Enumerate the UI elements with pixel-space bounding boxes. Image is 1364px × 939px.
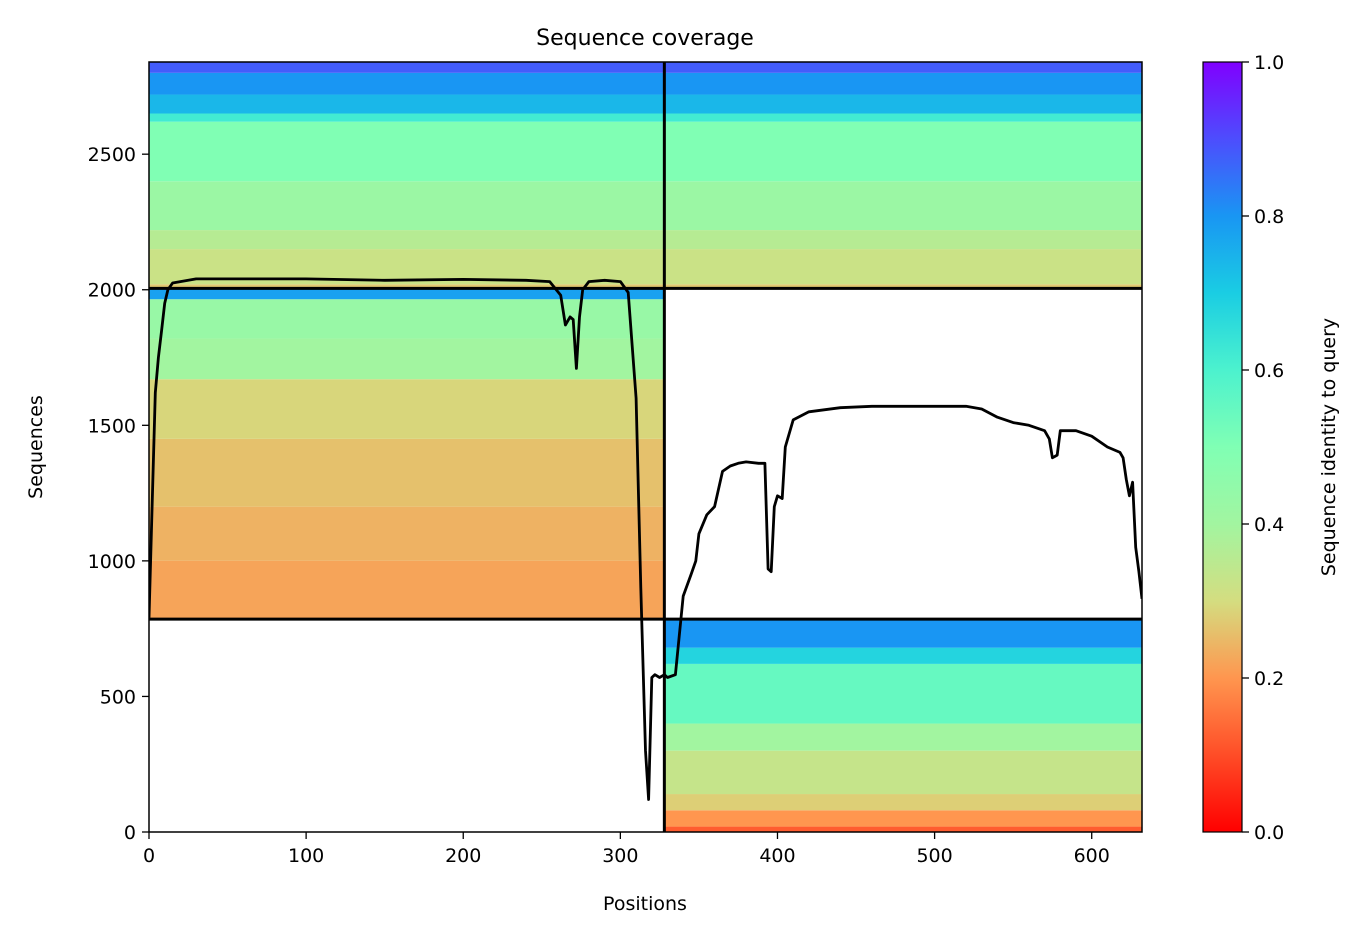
colorbar-tick-label: 0.2: [1254, 668, 1284, 690]
domain-boundaries: [149, 62, 1142, 832]
identity-band: [149, 113, 665, 122]
identity-band: [664, 72, 1142, 95]
colorbar-label: Sequence identity to query: [1318, 318, 1340, 576]
x-tick-label: 600: [1074, 845, 1110, 867]
coverage-line: [149, 277, 1142, 801]
identity-band: [149, 560, 665, 620]
colorbar-tick-label: 0.8: [1254, 206, 1284, 228]
x-axis-label: Positions: [603, 893, 687, 915]
identity-band: [149, 506, 665, 561]
chart-title: Sequence coverage: [536, 26, 754, 51]
y-tick-label: 0: [124, 822, 136, 844]
identity-band: [149, 230, 665, 250]
identity-band: [664, 121, 1142, 182]
identity-band: [664, 794, 1142, 811]
x-tick-label: 200: [445, 845, 481, 867]
identity-band: [149, 379, 665, 439]
identity-band: [664, 181, 1142, 231]
colorbar-gradient: [1202, 61, 1243, 833]
identity-band: [664, 249, 1142, 285]
y-tick-label: 1000: [88, 551, 136, 573]
identity-band: [149, 284, 665, 289]
colorbar-tick-label: 0.6: [1254, 360, 1284, 382]
colorbar-tick-label: 0.0: [1254, 822, 1284, 844]
colorbar-tick-label: 0.4: [1254, 514, 1284, 536]
y-axis: 0 500 1000 1500 2000 2500: [88, 144, 149, 844]
block-domain1-unpaired: [149, 288, 665, 620]
x-tick-label: 0: [143, 845, 155, 867]
x-axis: 0 100 200 300 400 500 600: [143, 832, 1110, 867]
x-tick-label: 400: [759, 845, 795, 867]
block-domain2-unpaired: [664, 619, 1142, 832]
identity-band: [664, 94, 1142, 114]
identity-band: [149, 181, 665, 231]
y-tick-label: 2000: [88, 280, 136, 302]
identity-band: [664, 663, 1142, 724]
identity-band: [664, 826, 1142, 832]
identity-band: [664, 619, 1142, 648]
identity-band: [664, 284, 1142, 289]
coverage-heatmap: [149, 62, 1142, 832]
y-tick-label: 500: [100, 686, 136, 708]
y-tick-label: 1500: [88, 415, 136, 437]
identity-band: [664, 810, 1142, 827]
identity-band: [149, 299, 665, 339]
identity-band: [149, 62, 665, 73]
colorbar-ticks: 0.0 0.2 0.4 0.6 0.8 1.0: [1242, 52, 1284, 844]
identity-band: [664, 230, 1142, 250]
identity-band: [664, 750, 1142, 795]
identity-band: [149, 94, 665, 114]
colorbar: 0.0 0.2 0.4 0.6 0.8 1.0 Sequence identity to …: [1202, 52, 1340, 844]
y-tick-label: 2500: [88, 144, 136, 166]
identity-band: [664, 723, 1142, 751]
identity-band: [664, 647, 1142, 664]
colorbar-tick-label: 1.0: [1254, 52, 1284, 74]
block-domain2-paired: [664, 62, 1142, 289]
identity-band: [149, 338, 665, 380]
identity-band: [149, 288, 665, 300]
x-tick-label: 300: [602, 845, 638, 867]
coverage-line-layer: [149, 277, 1142, 801]
identity-band: [149, 438, 665, 507]
x-tick-label: 500: [916, 845, 952, 867]
block-domain1-paired: [149, 62, 665, 289]
identity-band: [664, 113, 1142, 122]
identity-band: [149, 121, 665, 182]
y-axis-label: Sequences: [25, 395, 47, 499]
identity-band: [149, 72, 665, 95]
plot-frame: [148, 61, 1143, 833]
x-tick-label: 100: [288, 845, 324, 867]
identity-band: [664, 62, 1142, 73]
